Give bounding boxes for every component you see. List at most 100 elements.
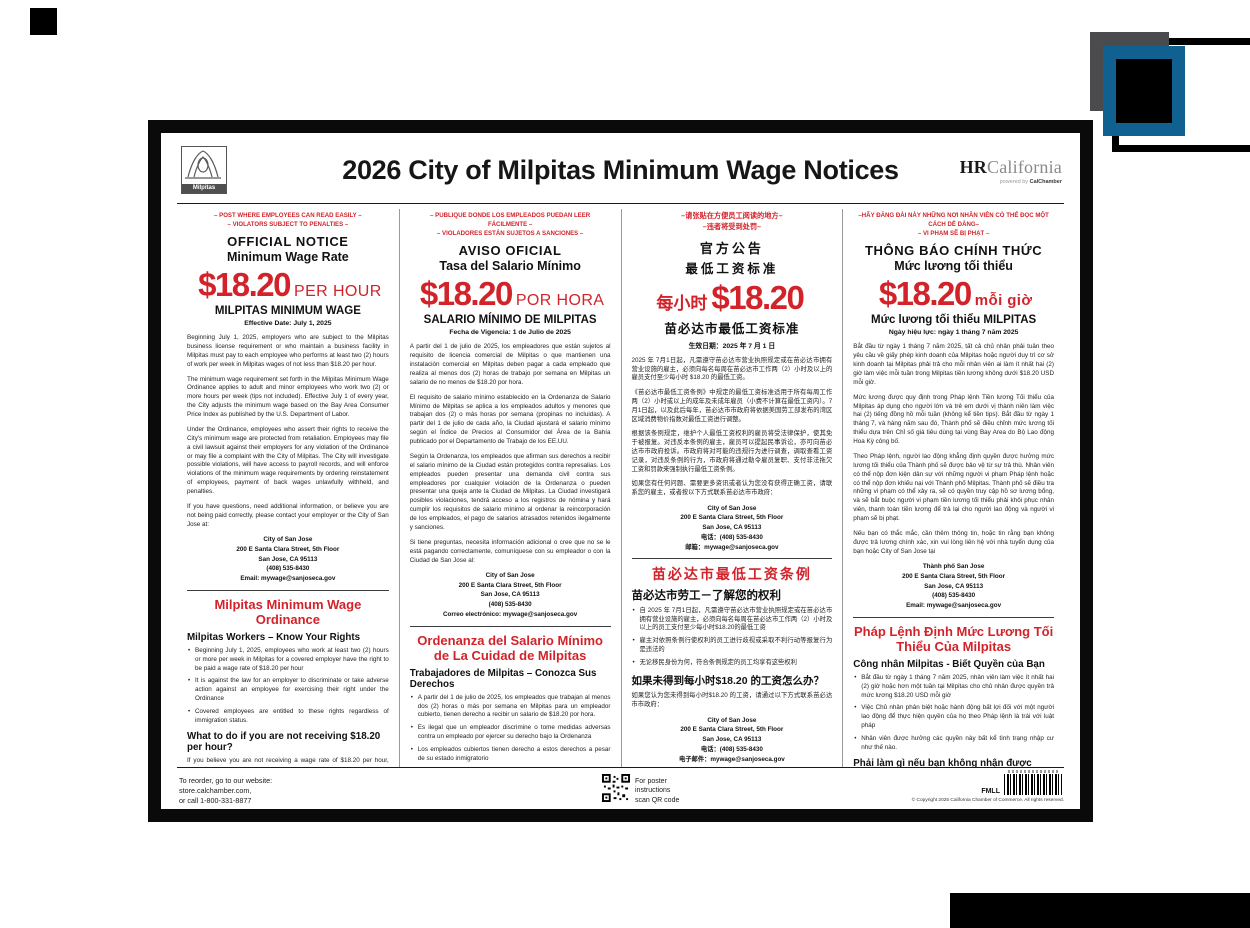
rate-label: 最低工资标准 — [685, 261, 779, 276]
paragraph: 如果您有任何问题、需要更多资讯或者认为您没有获得正确工资，请联系您的雇主，或者按… — [631, 480, 833, 497]
rights-bullets: Beginning July 1, 2025, employees who wo… — [187, 647, 389, 727]
price-suffix: PER HOUR — [294, 283, 382, 301]
notice-paragraphs: 2025 年 7月1日起，凡需遵守苗必达市营业执照规定或在苗必达市拥有营业设施的… — [632, 357, 833, 499]
wage-name: 苗必达市最低工资标准 — [664, 321, 800, 336]
qr-code-group: For poster instructions scan QR code — [602, 774, 679, 805]
post-instructions: –HÃY ĐĂNG ĐÀI NÀY NHỮNG NƠI NHÂN VIÊN CÓ… — [853, 211, 1054, 238]
address-line: (408) 535-8430 — [488, 601, 532, 609]
price-value: $18.20 — [198, 266, 291, 304]
qr-instruction-line: instructions — [635, 787, 671, 795]
brand-california: California — [987, 157, 1062, 177]
address-line: City of San Jose — [263, 536, 313, 544]
contact-address: City of San Jose 200 E Santa Clara Street… — [632, 504, 833, 553]
address-line: 200 E Santa Clara Street, 5th Floor — [680, 514, 784, 522]
powered-by-text: powered by — [999, 179, 1030, 185]
effective-date: Effective Date: July 1, 2025 — [244, 320, 332, 328]
wage-amount: $18.20 PER HOUR — [187, 266, 389, 304]
ordinance-heading: Pháp Lệnh Định Mức Lương Tối Thiểu Của M… — [854, 623, 1054, 654]
rate-label: Minimum Wage Rate — [226, 250, 349, 265]
blue-square-icon — [1103, 46, 1185, 136]
official-notice-heading: THÔNG BÁO CHÍNH THỨC — [864, 243, 1043, 259]
address-line: City of San Jose — [707, 504, 757, 512]
qr-instruction-line: scan QR code — [635, 796, 680, 804]
know-your-rights-heading: Trabajadores de Milpitas – Conozca Sus D… — [409, 667, 597, 690]
paragraph: If you have questions, need additional i… — [187, 502, 389, 528]
calchamber-text: CalChamber — [1029, 179, 1062, 185]
ordinance-heading: Milpitas Minimum Wage Ordinance — [214, 596, 362, 627]
address-line: City of San Jose — [485, 571, 535, 579]
paragraph: Mức lương được quy định trong Pháp lệnh … — [853, 393, 1054, 446]
price-prefix: 每小时 — [656, 293, 708, 313]
bullet-item: 雇主对依照条例行使权利的员工进行歧视或采取不利行动等报复行为是违法的 — [632, 637, 832, 655]
post-line: –HÃY ĐĂNG ĐÀI NÀY NHỮNG NƠI NHÂN VIÊN CÓ… — [858, 212, 1049, 229]
address-line: 邮箱：mywage@sanjoseca.gov — [685, 543, 779, 551]
post-line: – VI PHẠM SẼ BỊ PHẠT – — [917, 230, 990, 238]
bottom-black-bar — [950, 893, 1250, 928]
what-to-do-heading: What to do if you are not receiving $18.… — [187, 731, 381, 754]
bullet-item: Beginning July 1, 2025, employees who wo… — [187, 647, 389, 674]
wage-name: MILPITAS MINIMUM WAGE — [214, 305, 361, 318]
poster-title: 2026 City of Milpitas Minimum Wage Notic… — [342, 155, 899, 185]
official-notice-heading: OFFICIAL NOTICE — [227, 234, 349, 250]
notice-columns: – POST WHERE EMPLOYEES CAN READ EASILY –… — [177, 209, 1064, 767]
paragraph: Under the Ordinance, employees who asser… — [187, 425, 389, 496]
post-instructions: – PUBLIQUE DONDE LOS EMPLEADOS PUEDAN LE… — [410, 211, 611, 238]
post-line: –违者将受到处罚– — [702, 221, 762, 231]
post-line: – PUBLIQUE DONDE LOS EMPLEADOS PUEDAN LE… — [430, 212, 591, 229]
address-line: San Jose, CA 95113 — [924, 582, 984, 590]
bullet-item: 自 2025 年 7月1日起，凡需遵守苗必达市营业执照规定或在苗必达市拥有营业设… — [632, 607, 832, 634]
effective-date: Ngày hiệu lực: ngày 1 tháng 7 năm 2025 — [888, 329, 1019, 337]
wage-name: SALARIO MÍNIMO DE MILPITAS — [423, 314, 597, 327]
what-to-do-heading: 如果未得到每小时$18.20 的工资怎么办？ — [631, 675, 825, 688]
paragraph: Bắt đầu từ ngày 1 tháng 7 năm 2025, tất … — [853, 343, 1054, 387]
bullet-item: Nhân viên được hưởng các quyền này bất k… — [853, 735, 1054, 753]
paragraph: Theo Pháp lệnh, người lao động khẳng địn… — [853, 452, 1054, 523]
bullet-item: Los empleados cubiertos tienen derecho a… — [410, 746, 611, 764]
address-line: 200 E Santa Clara Street, 5th Floor — [902, 572, 1006, 580]
rate-label: Mức lương tối thiểu — [894, 259, 1013, 274]
notice-paragraphs: A partir del 1 de julio de 2025, los emp… — [410, 343, 611, 565]
reorder-info: To reorder, go to our website: store.calc… — [179, 776, 272, 806]
address-line: (408) 535-8430 — [932, 592, 976, 600]
poster-footer: To reorder, go to our website: store.calc… — [177, 767, 1064, 808]
reorder-line: or call 1-800-331-8877 — [179, 796, 252, 806]
post-instructions: – POST WHERE EMPLOYEES CAN READ EASILY –… — [187, 211, 389, 229]
official-notice-heading: AVISO OFICIAL — [458, 243, 562, 259]
barcode-tiny-text — [1008, 770, 1060, 773]
section-divider — [853, 616, 1054, 618]
contact-address: City of San Jose 200 E Santa Clara Street… — [632, 716, 833, 765]
section-divider — [631, 558, 833, 560]
qr-code — [602, 774, 630, 802]
powered-by-calchamber: powered by CalChamber — [960, 179, 1062, 185]
bullet-item: Việc Chủ nhân phân biệt hoặc hành động b… — [853, 704, 1054, 731]
ordinance-heading: Ordenanza del Salario Mínimo de La Cuida… — [417, 632, 603, 663]
paragraph: Si tiene preguntas, necesita información… — [409, 538, 611, 564]
effective-date: 生效日期：2025 年 7 月 1 日 — [688, 342, 776, 350]
address-line: 200 E Santa Clara Street, 5th Floor — [458, 581, 562, 589]
hrcalifornia-wordmark: HRCalifornia — [960, 157, 1062, 178]
wage-amount: $18.20 POR HORA — [410, 275, 611, 313]
address-line: (408) 535-8430 — [266, 565, 310, 573]
poster-content: Milpitas 2026 City of Milpitas Minimum W… — [161, 133, 1080, 809]
know-your-rights-heading: Công nhân Milpitas - Biết Quyền của Bạn — [853, 658, 1045, 670]
address-line: Email: mywage@sanjoseca.gov — [240, 575, 336, 583]
paragraph: The minimum wage requirement set forth i… — [187, 375, 389, 419]
paragraph: Nếu bạn có thắc mắc, cần thêm thông tin,… — [853, 529, 1054, 555]
post-instructions: –请张贴在方便员工阅读的地方– –违者将受到处罚– — [632, 211, 833, 233]
contact-intro: 如果您认为您未得到每小时$18.20 的工资，请通过以下方式联系苗必达市市政府： — [631, 692, 833, 709]
know-your-rights-heading: 苗必达市劳工－了解您的权利 — [631, 589, 782, 602]
bullet-item: Covered employees are entitled to these … — [187, 708, 389, 726]
bullet-item: 无论移民身份为何，符合条例规定的员工均享有这些权利 — [632, 659, 833, 668]
address-line: 电话：(408) 535-8430 — [700, 745, 763, 753]
bullet-item: Bắt đầu từ ngày 1 tháng 7 năm 2025, nhân… — [853, 674, 1054, 701]
notice-column-chinese: –请张贴在方便员工阅读的地方– –违者将受到处罚– 官方公告 最低工资标准 每小… — [620, 209, 843, 767]
paragraph: A partir del 1 de julio de 2025, los emp… — [409, 343, 611, 387]
address-line: 200 E Santa Clara Street, 5th Floor — [680, 726, 784, 734]
notice-column-vietnamese: –HÃY ĐĂNG ĐÀI NÀY NHỮNG NƠI NHÂN VIÊN CÓ… — [842, 209, 1064, 767]
post-line: –请张贴在方便员工阅读的地方– — [681, 211, 783, 220]
paragraph: Según la Ordenanza, los empleados que af… — [409, 452, 611, 532]
notice-column-spanish: – PUBLIQUE DONDE LOS EMPLEADOS PUEDAN LE… — [398, 209, 621, 767]
contact-address: Thành phố San Jose 200 E Santa Clara Stre… — [853, 562, 1054, 611]
section-divider — [409, 625, 611, 627]
bullet-item: It is against the law for an employer to… — [187, 677, 389, 704]
